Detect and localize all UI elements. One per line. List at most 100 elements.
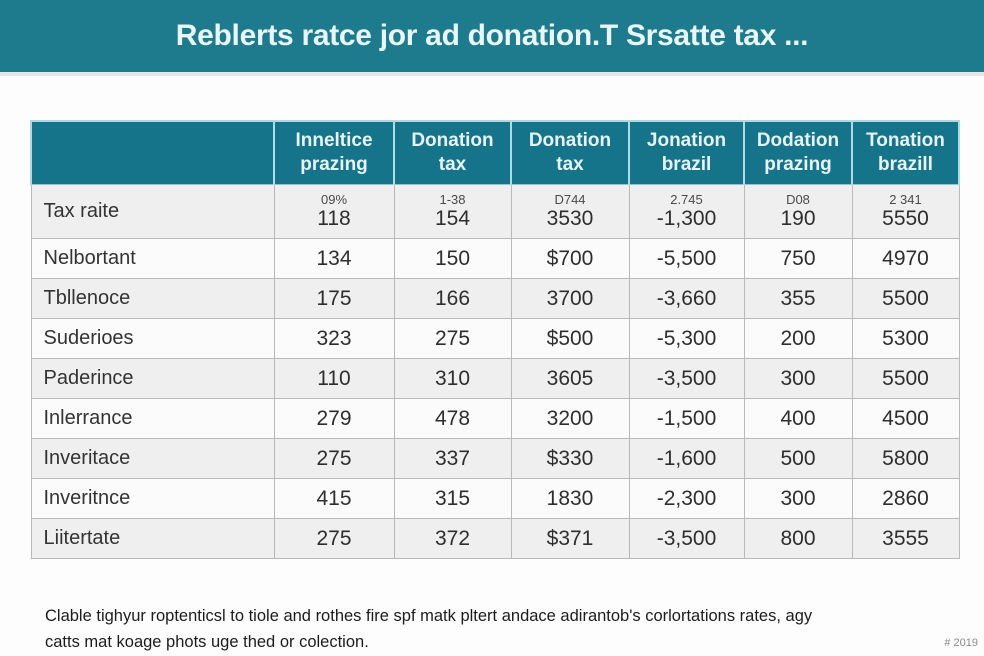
cell-value: 750 <box>743 238 853 279</box>
table-header: Inneltice prazing Donation tax Donation ta… <box>30 120 960 185</box>
column-header-donation-tax: Donation tax <box>393 120 512 185</box>
cell-sub-value: 1-38 <box>439 192 466 207</box>
cell-sub-value: 2.745 <box>670 192 703 207</box>
cell-value: $500 <box>510 318 630 359</box>
cell-main-value: 154 <box>434 207 471 230</box>
cell-sub-value: 09% <box>320 192 348 207</box>
page-title: Reblerts ratce jor ad donation.T Srsatte… <box>175 19 809 52</box>
cell-value: 279 <box>273 398 395 439</box>
cell-value: 372 <box>393 518 512 559</box>
column-header-dodation-prazing: Dodation prazing <box>743 120 853 185</box>
cell-value: 5500 <box>851 278 960 319</box>
cell-value: 1-38 154 <box>393 184 512 239</box>
cell-value: 300 <box>743 358 853 399</box>
footnote-line-1: Clable tighyur roptenticsl to tiole and … <box>45 607 813 625</box>
cell-main-value: -1,300 <box>656 207 717 230</box>
table-row: Tax raite 09% 118 1-38 154 D744 3530 2.745 -1,30… <box>30 184 960 239</box>
table-body: Tax raite 09% 118 1-38 154 D744 3530 2.745 -1,30… <box>30 184 960 559</box>
table-row: Suderioes 323 275 $500 -5,300 200 5300 <box>30 318 960 359</box>
row-label: Tbllenoce <box>30 278 275 319</box>
cell-value: 275 <box>273 438 395 479</box>
column-header-inneltice-prazing: Inneltice prazing <box>273 120 395 185</box>
cell-main-value: 3530 <box>546 207 594 230</box>
cell-value: 5300 <box>851 318 960 359</box>
cell-value: 4500 <box>851 398 960 439</box>
cell-value: D08 190 <box>743 184 853 239</box>
cell-value: 3605 <box>510 358 630 399</box>
data-table-container: Inneltice prazing Donation tax Donation ta… <box>30 120 960 559</box>
cell-value: 3555 <box>851 518 960 559</box>
cell-value: 275 <box>393 318 512 359</box>
cell-value: 315 <box>393 478 512 519</box>
row-label: Inlerrance <box>30 398 275 439</box>
cell-value: -3,500 <box>628 518 745 559</box>
table-row: Inveritace 275 337 $330 -1,600 500 5800 <box>30 438 960 479</box>
cell-sub-value: D744 <box>554 192 586 207</box>
column-header-tonation-brazill: Tonation brazill <box>851 120 960 185</box>
column-header-donation-tax: Donation tax <box>510 120 630 185</box>
cell-value: -1,600 <box>628 438 745 479</box>
row-label: Tax raite <box>30 184 275 239</box>
cell-value: -3,660 <box>628 278 745 319</box>
corner-note: # 2019 <box>944 637 978 649</box>
table-row: Inlerrance 279 478 3200 -1,500 400 4500 <box>30 398 960 439</box>
cell-value: 310 <box>393 358 512 399</box>
cell-value: 800 <box>743 518 853 559</box>
cell-value: D744 3530 <box>510 184 630 239</box>
cell-sub-value: 2 341 <box>889 192 922 207</box>
cell-value: 3200 <box>510 398 630 439</box>
cell-value: 337 <box>393 438 512 479</box>
cell-value: 09% 118 <box>273 184 395 239</box>
row-label: Inveritace <box>30 438 275 479</box>
cell-value: 415 <box>273 478 395 519</box>
footnote-line-2: catts mat koage phots uge thed or colect… <box>45 633 369 652</box>
cell-value: 134 <box>273 238 395 279</box>
row-label: Liitertate <box>30 518 275 559</box>
cell-value: 4970 <box>851 238 960 279</box>
cell-value: 1830 <box>510 478 630 519</box>
cell-value: 323 <box>273 318 395 359</box>
table-header-row: Inneltice prazing Donation tax Donation ta… <box>30 120 960 185</box>
cell-value: 5500 <box>851 358 960 399</box>
footnote: Clable tighyur roptenticsl to tiole and … <box>45 603 924 656</box>
table-row: Liitertate 275 372 $371 -3,500 800 3555 <box>30 518 960 559</box>
cell-value: 175 <box>273 278 395 319</box>
cell-value: -5,300 <box>628 318 745 359</box>
cell-main-value: 190 <box>780 207 816 230</box>
column-header-empty <box>30 120 275 185</box>
cell-main-value: 118 <box>317 207 351 230</box>
cell-sub-value: D08 <box>786 192 810 207</box>
row-label: Inveritnce <box>30 478 275 519</box>
cell-value: 166 <box>393 278 512 319</box>
cell-value: 200 <box>743 318 853 359</box>
cell-value: 500 <box>743 438 853 479</box>
cell-value: 3700 <box>510 278 630 319</box>
table-row: Inveritnce 415 315 1830 -2,300 300 2860 <box>30 478 960 519</box>
cell-value: 400 <box>743 398 853 439</box>
cell-value: $371 <box>510 518 630 559</box>
cell-value: 275 <box>273 518 395 559</box>
title-banner: Reblerts ratce jor ad donation.T Srsatte… <box>0 0 984 76</box>
cell-value: -2,300 <box>628 478 745 519</box>
cell-value: 2860 <box>851 478 960 519</box>
table-row: Nelbortant 134 150 $700 -5,500 750 4970 <box>30 238 960 279</box>
cell-value: 2.745 -1,300 <box>628 184 745 239</box>
cell-value: -5,500 <box>628 238 745 279</box>
cell-value: 478 <box>393 398 512 439</box>
row-label: Suderioes <box>30 318 275 359</box>
row-label: Nelbortant <box>30 238 275 279</box>
cell-value: 5800 <box>851 438 960 479</box>
table-row: Tbllenoce 175 166 3700 -3,660 355 5500 <box>30 278 960 319</box>
tax-rates-table: Inneltice prazing Donation tax Donation ta… <box>30 120 960 559</box>
row-label: Paderince <box>30 358 275 399</box>
cell-value: 300 <box>743 478 853 519</box>
cell-value: -1,500 <box>628 398 745 439</box>
cell-value: 2 341 5550 <box>851 184 960 239</box>
cell-value: $330 <box>510 438 630 479</box>
cell-value: 355 <box>743 278 853 319</box>
column-header-jonation-brazil: Jonation brazil <box>628 120 745 185</box>
cell-main-value: 5550 <box>882 207 929 230</box>
cell-value: 110 <box>273 358 395 399</box>
cell-value: $700 <box>510 238 630 279</box>
table-row: Paderince 110 310 3605 -3,500 300 5500 <box>30 358 960 399</box>
